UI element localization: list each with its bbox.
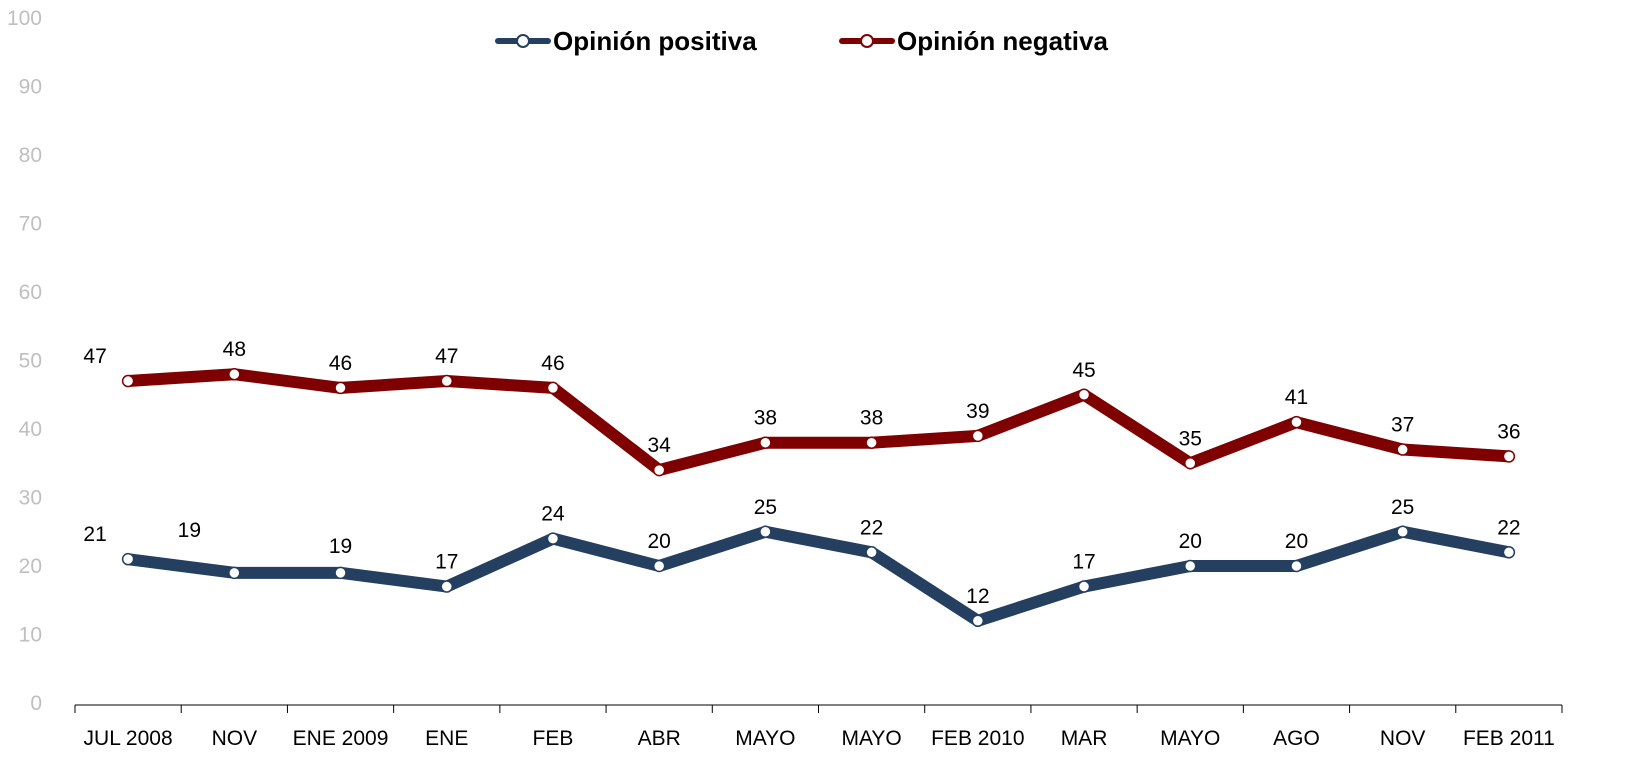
data-point <box>546 532 560 545</box>
data-point <box>228 367 241 381</box>
x-tick-label: NOV <box>1380 727 1426 750</box>
y-tick-label: 20 <box>19 555 42 578</box>
data-label: 19 <box>329 535 352 558</box>
y-tick-label: 10 <box>19 624 42 647</box>
data-label: 34 <box>647 434 671 457</box>
data-point <box>759 436 772 449</box>
data-point <box>652 559 666 573</box>
data-point <box>334 381 347 395</box>
data-point <box>971 614 985 628</box>
y-axis-ticks: 0 10 20 30 40 50 60 70 80 90 100 <box>7 7 42 715</box>
y-tick-label: 40 <box>19 418 42 441</box>
data-label: 20 <box>1179 530 1202 553</box>
y-tick-label: 0 <box>30 692 42 715</box>
data-point <box>1502 546 1516 559</box>
data-point <box>228 566 241 580</box>
x-tick-label: MAR <box>1061 727 1108 750</box>
x-tick-label: MAYO <box>735 727 795 750</box>
data-label: 22 <box>860 516 883 539</box>
legend-label: Opinión negativa <box>897 26 1108 56</box>
x-tick-label: MAYO <box>1160 727 1220 750</box>
data-label: 45 <box>1072 359 1095 382</box>
y-tick-label: 70 <box>19 213 42 236</box>
data-point <box>1077 388 1091 401</box>
data-label: 20 <box>647 530 670 553</box>
data-label: 20 <box>1285 530 1308 553</box>
data-point <box>1290 559 1303 573</box>
data-point <box>334 566 347 580</box>
x-tick-label: NOV <box>212 727 258 750</box>
data-label: 17 <box>1072 551 1095 574</box>
data-label: 39 <box>966 400 989 423</box>
data-point <box>1502 450 1516 463</box>
data-label: 25 <box>754 496 777 519</box>
y-tick-label: 50 <box>19 350 42 373</box>
x-axis: JUL 2008 NOV ENE 2009 ENE FEB ABR MAYO MAYO FEB … <box>74 704 1563 750</box>
x-tick-label: MAYO <box>841 727 901 750</box>
y-tick-label: 60 <box>19 281 42 304</box>
data-label: 47 <box>435 345 458 368</box>
data-label: 46 <box>329 352 352 375</box>
data-point <box>1290 415 1303 429</box>
series-lines <box>121 367 1516 628</box>
y-tick-label: 80 <box>19 144 42 167</box>
legend-marker <box>516 34 530 48</box>
data-point <box>440 374 453 388</box>
data-label: 12 <box>966 585 989 608</box>
data-point <box>546 381 560 395</box>
data-point <box>759 525 772 538</box>
data-point <box>121 374 135 388</box>
legend: Opinión positiva Opinión negativa <box>495 26 1108 56</box>
data-label: 38 <box>860 407 883 430</box>
data-point <box>865 546 878 559</box>
x-tick-label: ENE 2009 <box>293 727 389 750</box>
x-tick-label: FEB <box>533 727 574 750</box>
data-label: 25 <box>1391 496 1414 519</box>
legend-label: Opinión positiva <box>553 26 757 56</box>
data-point <box>971 429 985 443</box>
data-label: 47 <box>83 345 106 368</box>
data-label: 37 <box>1391 414 1414 437</box>
y-tick-label: 100 <box>7 7 42 30</box>
x-tick-label: FEB 2011 <box>1463 727 1555 750</box>
data-point <box>865 436 878 449</box>
data-point <box>1184 457 1197 470</box>
y-tick-label: 30 <box>19 487 42 510</box>
data-point <box>121 552 135 566</box>
data-label: 24 <box>541 503 565 526</box>
data-labels: 21 19 19 17 24 20 25 22 12 17 20 20 25 22 47 48 46 47 46 34… <box>83 338 1520 608</box>
data-point <box>652 463 666 477</box>
data-point <box>1396 525 1409 538</box>
data-label: 35 <box>1179 427 1202 450</box>
series-line-positiva <box>122 525 1515 627</box>
data-point <box>440 580 453 593</box>
data-label: 38 <box>754 407 777 430</box>
x-tick-label: FEB 2010 <box>931 727 1024 750</box>
data-label: 36 <box>1497 420 1520 443</box>
data-point <box>1077 580 1091 593</box>
data-label: 21 <box>83 523 106 546</box>
data-label: 46 <box>541 352 564 375</box>
y-tick-label: 90 <box>19 76 42 99</box>
series-line-negativa <box>122 368 1515 477</box>
x-tick-label: AGO <box>1273 727 1320 750</box>
data-point <box>1396 443 1409 456</box>
x-tick-label: ENE <box>425 727 468 750</box>
data-label: 48 <box>223 338 246 361</box>
data-label: 17 <box>435 551 458 574</box>
data-label: 41 <box>1285 386 1308 409</box>
x-tick-label: JUL 2008 <box>84 727 173 750</box>
x-tick-label: ABR <box>638 727 681 750</box>
data-label: 22 <box>1497 516 1520 539</box>
data-point <box>1184 559 1197 573</box>
data-label: 19 <box>178 519 201 542</box>
legend-marker <box>860 34 874 48</box>
